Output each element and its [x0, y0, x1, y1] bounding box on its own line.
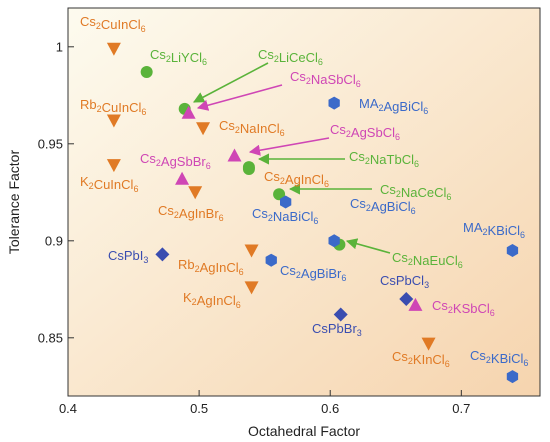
arrow-cs2licecl6 [193, 62, 269, 103]
ma2agbicl6-marker [328, 96, 340, 110]
cs2agbibr6-label: Cs2AgBiBr6 [280, 263, 346, 283]
x-tick-label: 0.7 [452, 401, 470, 416]
cs2agincl6-label: Cs2AgInCl6 [264, 169, 329, 189]
arrow-cs2agsbcl6 [248, 137, 330, 156]
cs2liycl6-label: Cs2LiYCl6 [150, 47, 207, 67]
cs2licecl6-label: Cs2LiCeCl6 [258, 47, 323, 67]
cs2nacecl6-marker [273, 188, 286, 201]
cs2agbicl6-label: Cs2AgBiCl6 [350, 196, 416, 216]
y-axis-title: Tolerance Factor [6, 150, 22, 255]
cs2nabicl6-marker [280, 195, 292, 209]
cs2nasbcl6-marker [181, 105, 196, 119]
cs2aginbr6-label: Cs2AgInBr6 [158, 203, 224, 223]
y-tick-label: 0.85 [38, 330, 63, 345]
ma2kbicl6-marker [506, 244, 519, 257]
cspbcl3-marker [399, 292, 414, 306]
cs2kbicl6-marker [506, 370, 519, 384]
annotation-arrows [193, 62, 391, 254]
cs2liycl6-marker [140, 66, 153, 79]
cspbbr3-marker [333, 307, 348, 322]
cspbbr3-label: CsPbBr3 [312, 321, 362, 338]
y-tick-label: 1 [56, 39, 63, 54]
cs2agincl6-marker [242, 163, 255, 176]
rb2agincl6-label: Rb2AgInCl6 [178, 257, 244, 277]
cs2ksbcl6-marker [408, 297, 423, 311]
y-tick-label: 0.95 [38, 136, 63, 151]
cs2agbibr6-marker [265, 253, 277, 267]
axes: 0.4 0.5 0.6 0.7 0.85 0.9 0.95 1 Octahedral Facto… [6, 39, 470, 439]
cs2agbicl6-marker [328, 234, 340, 248]
cs2nabicl6-label: Cs2NaBiCl6 [252, 206, 318, 226]
cs2naincl6-label: Cs2NaInCl6 [219, 118, 285, 138]
plot-area [67, 7, 541, 397]
cs2agsbcl6-marker [227, 148, 242, 162]
k2agincl6-marker [244, 281, 259, 295]
cs2naeucl6-label: Cs2NaEuCl6 [392, 250, 463, 270]
x-axis-title: Octahedral Factor [248, 423, 360, 439]
k2cuincl6-label: K2CuInCl6 [80, 174, 138, 194]
k2cuincl6-marker [106, 159, 121, 173]
cs2agsbcl6-label: Cs2AgSbCl6 [330, 122, 400, 142]
data-markers [106, 42, 519, 384]
ma2kbicl6-label: MA2KBiCl6 [463, 220, 525, 240]
x-tick-label: 0.5 [190, 401, 208, 416]
rb2agincl6-marker [244, 244, 259, 258]
cs2aginbr6-marker [188, 186, 203, 200]
cs2cuincl6-marker [106, 42, 121, 56]
rb2cuincl6-label: Rb2CuInCl6 [80, 97, 146, 117]
cs2ksbcl6-label: Cs2KSbCl6 [432, 298, 495, 318]
cs2naincl6-marker [196, 122, 211, 136]
arrow-cs2nasbcl6 [196, 84, 283, 111]
cs2agsbbr6-marker [175, 171, 190, 185]
cspbi3-label: CsPbI3 [108, 248, 148, 265]
cs2kbicl6-label: Cs2KBiCl6 [470, 348, 528, 368]
cspbcl3-label: CsPbCl3 [380, 273, 429, 290]
cspbi3-marker [155, 247, 170, 262]
cs2cuincl6-label: Cs2CuInCl6 [80, 14, 146, 34]
x-tick-label: 0.4 [59, 401, 77, 416]
k2agincl6-label: K2AgInCl6 [183, 290, 241, 310]
cs2nacecl6-label: Cs2NaCeCl6 [380, 182, 451, 202]
cs2agsbbr6-label: Cs2AgSbBr6 [140, 151, 211, 171]
cs2nasbcl6-label: Cs2NaSbCl6 [290, 69, 361, 89]
cs2natbcl6-label: Cs2NaTbCl6 [349, 149, 419, 169]
ma2agbicl6-label: MA2AgBiCl6 [359, 96, 428, 116]
x-tick-label: 0.6 [321, 401, 339, 416]
cs2kincl6-label: Cs2KInCl6 [392, 349, 450, 369]
cs2kincl6-marker [421, 337, 436, 351]
y-tick-label: 0.9 [45, 233, 63, 248]
rb2cuincl6-marker [106, 114, 121, 128]
arrow-cs2naeucl6 [345, 238, 391, 254]
